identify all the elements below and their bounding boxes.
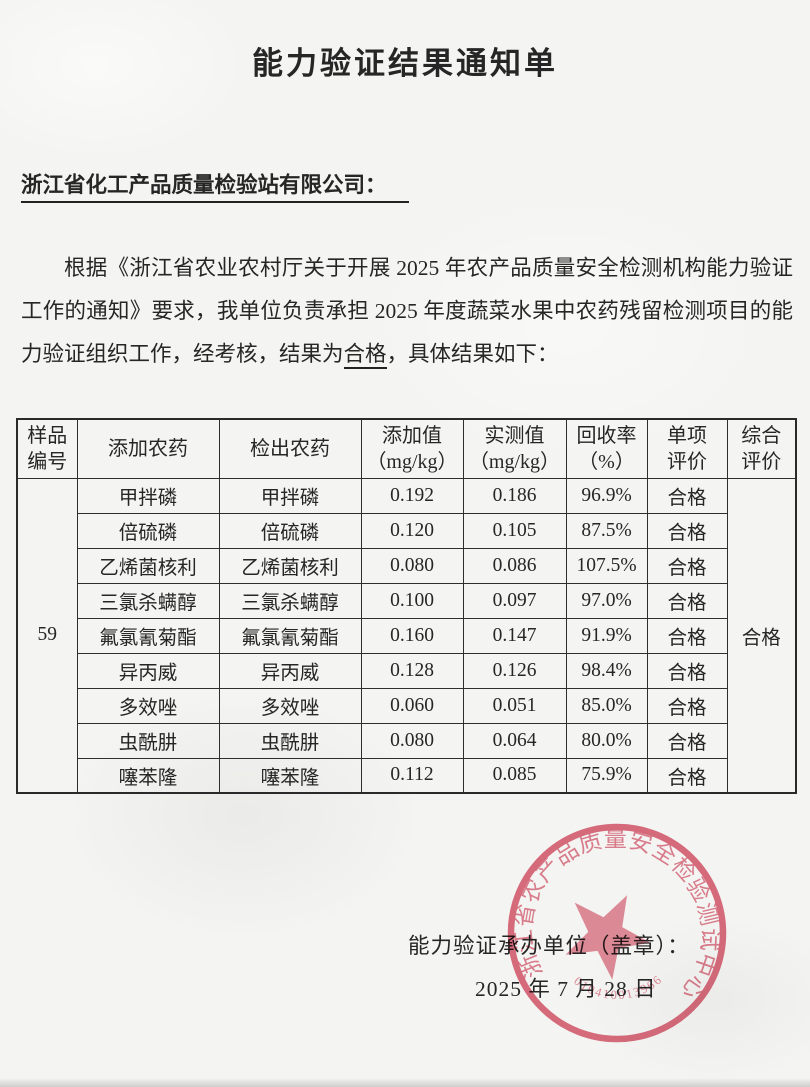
- cell-evaluation: 合格: [646, 652, 728, 689]
- header-recovery-rate: 回收率 （%）: [565, 418, 648, 479]
- body-paragraph: 根据《浙江省农业农村厅关于开展 2025 年农产品质量安全检测机构能力验证工作的…: [21, 247, 793, 376]
- table-row: 多效唑 多效唑 0.060 0.051 85.0% 合格: [17, 687, 796, 724]
- cell-spike-value: 0.080: [360, 547, 464, 584]
- cell-detected-pesticide: 噻苯隆: [218, 757, 362, 794]
- cell-measured-value: 0.051: [462, 687, 567, 724]
- cell-detected-pesticide: 虫酰肼: [218, 722, 362, 759]
- cell-detected-pesticide: 甲拌磷: [218, 477, 362, 514]
- table-row: 噻苯隆 噻苯隆 0.112 0.085 75.9% 合格: [17, 757, 796, 794]
- cell-added-pesticide: 倍硫磷: [76, 512, 220, 549]
- body-part2: ，具体结果如下：: [386, 342, 559, 366]
- table-header-row: 样品 编号 添加农药 检出农药 添加值 （mg/kg） 实测值 （mg/kg） 回收率…: [16, 418, 797, 479]
- header-sample-no: 样品 编号: [16, 418, 78, 479]
- cell-spike-value: 0.192: [360, 477, 464, 514]
- results-table: 样品 编号 添加农药 检出农药 添加值 （mg/kg） 实测值 （mg/kg） 回收率…: [16, 418, 797, 794]
- cell-detected-pesticide: 倍硫磷: [218, 512, 362, 549]
- table-row: 倍硫磷 倍硫磷 0.120 0.105 87.5% 合格: [17, 512, 796, 549]
- signature-date: 2025 年 7 月 28 日: [475, 977, 657, 1001]
- table-row: 氟氯氰菊酯 氟氯氰菊酯 0.160 0.147 91.9% 合格: [17, 617, 796, 654]
- scan-bottom-shadow: [0, 1078, 810, 1087]
- header-detected-pesticide: 检出农药: [218, 418, 362, 479]
- table-row: 三氯杀螨醇 三氯杀螨醇 0.100 0.097 97.0% 合格: [17, 582, 796, 619]
- cell-measured-value: 0.147: [462, 617, 567, 654]
- cell-spike-value: 0.100: [360, 582, 464, 619]
- cell-evaluation: 合格: [646, 722, 728, 759]
- cell-spike-value: 0.120: [360, 512, 464, 549]
- seal-ring-circle: [507, 823, 727, 1043]
- cell-added-pesticide: 多效唑: [76, 687, 220, 724]
- cell-spike-value: 0.112: [360, 757, 464, 794]
- cell-recovery: 75.9%: [565, 757, 648, 794]
- cell-evaluation: 合格: [646, 547, 728, 584]
- result-highlight: 合格: [343, 342, 387, 369]
- table-row: 59 甲拌磷 甲拌磷 0.192 0.186 96.9% 合格 合格: [16, 477, 797, 794]
- signature-label: 能力验证承办单位（盖章）：: [408, 934, 690, 958]
- cell-recovery: 97.0%: [565, 582, 648, 619]
- cell-measured-value: 0.085: [462, 757, 567, 794]
- cell-evaluation: 合格: [646, 687, 728, 724]
- cell-spike-value: 0.060: [360, 687, 464, 724]
- cell-evaluation: 合格: [646, 477, 728, 514]
- header-added-pesticide: 添加农药: [76, 418, 220, 479]
- cell-recovery: 80.0%: [565, 722, 648, 759]
- cell-measured-value: 0.126: [462, 652, 567, 689]
- cell-spike-value: 0.128: [360, 652, 464, 689]
- cell-added-pesticide: 甲拌磷: [76, 477, 220, 514]
- official-seal: 浙江省农产品质量安全检验测试中心 010410013966: [507, 823, 727, 1043]
- cell-detected-pesticide: 多效唑: [218, 687, 362, 724]
- cell-measured-value: 0.105: [462, 512, 567, 549]
- cell-added-pesticide: 虫酰肼: [76, 722, 220, 759]
- cell-added-pesticide: 氟氯氰菊酯: [76, 617, 220, 654]
- header-overall-evaluation: 综合 评价: [726, 418, 797, 479]
- cell-recovery: 96.9%: [565, 477, 648, 514]
- seal-star-icon: [565, 895, 651, 980]
- cell-detected-pesticide: 氟氯氰菊酯: [218, 617, 362, 654]
- header-item-evaluation: 单项 评价: [646, 418, 728, 479]
- cell-evaluation: 合格: [646, 617, 728, 654]
- table-row: 异丙威 异丙威 0.128 0.126 98.4% 合格: [17, 652, 796, 689]
- cell-detected-pesticide: 异丙威: [218, 652, 362, 689]
- seal-serial-number: 010410013966: [571, 972, 663, 1002]
- cell-added-pesticide: 三氯杀螨醇: [76, 582, 220, 619]
- header-measured-value: 实测值 （mg/kg）: [462, 418, 567, 479]
- svg-text:010410013966: 010410013966: [571, 972, 665, 1002]
- cell-measured-value: 0.186: [462, 477, 567, 514]
- cell-measured-value: 0.097: [462, 582, 567, 619]
- header-spike-value: 添加值 （mg/kg）: [360, 418, 464, 479]
- cell-added-pesticide: 异丙威: [76, 652, 220, 689]
- page-title: 能力验证结果通知单: [252, 46, 558, 81]
- cell-detected-pesticide: 三氯杀螨醇: [218, 582, 362, 619]
- cell-measured-value: 0.086: [462, 547, 567, 584]
- cell-evaluation: 合格: [646, 757, 728, 794]
- table-row: 虫酰肼 虫酰肼 0.080 0.064 80.0% 合格: [17, 722, 796, 759]
- cell-recovery: 91.9%: [565, 617, 648, 654]
- cell-evaluation: 合格: [646, 582, 728, 619]
- cell-measured-value: 0.064: [462, 722, 567, 759]
- body-part1: 根据《浙江省农业农村厅关于开展 2025 年农产品质量安全检测机构能力验证工作的…: [21, 256, 793, 366]
- cell-detected-pesticide: 乙烯菌核利: [218, 547, 362, 584]
- cell-recovery: 98.4%: [565, 652, 648, 689]
- cell-evaluation: 合格: [646, 512, 728, 549]
- cell-sample-no: 59: [16, 477, 78, 794]
- table-row: 乙烯菌核利 乙烯菌核利 0.080 0.086 107.5% 合格: [17, 547, 796, 584]
- cell-recovery: 107.5%: [565, 547, 648, 584]
- addressee-text: 浙江省化工产品质量检验站有限公司：: [21, 168, 409, 203]
- cell-recovery: 85.0%: [565, 687, 648, 724]
- cell-spike-value: 0.080: [360, 722, 464, 759]
- cell-added-pesticide: 乙烯菌核利: [76, 547, 220, 584]
- cell-added-pesticide: 噻苯隆: [76, 757, 220, 794]
- cell-overall-evaluation: 合格: [726, 477, 797, 794]
- cell-spike-value: 0.160: [360, 617, 464, 654]
- cell-recovery: 87.5%: [565, 512, 648, 549]
- addressee-line: 浙江省化工产品质量检验站有限公司：: [21, 168, 409, 203]
